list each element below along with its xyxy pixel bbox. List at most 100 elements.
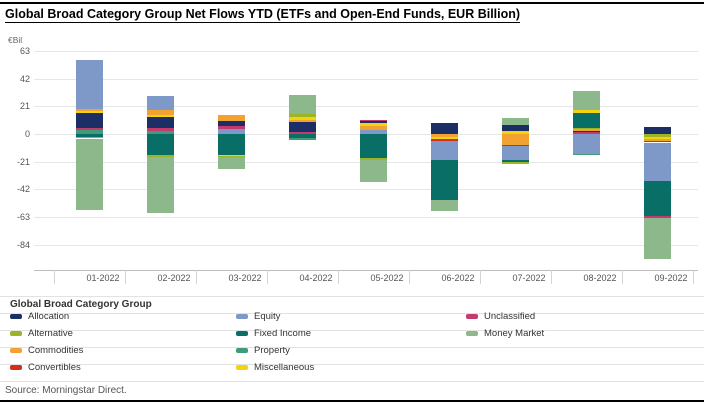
bar-segment-06-2022-fixed-income[interactable] — [430, 159, 458, 200]
bar-segment-07-2022-equity[interactable] — [501, 146, 529, 161]
bar-segment-02-2022-allocation[interactable] — [146, 117, 174, 129]
legend-item-fixed-income[interactable]: Fixed Income — [236, 325, 311, 342]
bar-segment-08-2022-unclassified[interactable] — [572, 132, 600, 134]
bar-segment-01-2022-commodities[interactable] — [75, 109, 103, 111]
bar-segment-04-2022-fixed-income[interactable] — [288, 134, 316, 138]
bar-segment-02-2022-unclassified[interactable] — [146, 128, 174, 131]
legend-swatch-icon — [10, 314, 22, 319]
bar-segment-07-2022-commodities[interactable] — [501, 134, 529, 145]
bar-segment-03-2022-fixed-income[interactable] — [217, 134, 245, 155]
legend-item-label: Convertibles — [28, 362, 81, 373]
bar-segment-06-2022-convertibles[interactable] — [430, 138, 458, 142]
legend-item-miscellaneous[interactable]: Miscellaneous — [236, 359, 314, 376]
bar-segment-04-2022-allocation[interactable] — [288, 122, 316, 132]
x-axis-line — [34, 270, 698, 271]
bar-segment-08-2022-miscellaneous[interactable] — [572, 109, 600, 114]
bar-segment-01-2022-property[interactable] — [75, 130, 103, 134]
bar-segment-02-2022-equity[interactable] — [146, 95, 174, 110]
legend-item-property[interactable]: Property — [236, 342, 290, 359]
bar-segment-02-2022-alternative[interactable] — [146, 155, 174, 157]
y-axis-unit-label: €Bil — [8, 35, 23, 45]
bar-segment-02-2022-commodities[interactable] — [146, 109, 174, 115]
legend-swatch-icon — [10, 365, 22, 370]
legend-item-commodities[interactable]: Commodities — [10, 342, 83, 359]
bar-segment-05-2022-unclassified[interactable] — [359, 119, 387, 121]
legend-item-convertibles[interactable]: Convertibles — [10, 359, 81, 376]
bar-segment-07-2022-miscellaneous[interactable] — [501, 130, 529, 134]
legend-item-equity[interactable]: Equity — [236, 308, 280, 325]
bar-segment-06-2022-equity[interactable] — [430, 141, 458, 160]
legend-item-allocation[interactable]: Allocation — [10, 308, 69, 325]
bar-segment-08-2022-money-market[interactable] — [572, 90, 600, 110]
bar-segment-04-2022-commodities[interactable] — [288, 120, 316, 123]
bar-segment-04-2022-alternative[interactable] — [288, 114, 316, 117]
bar-segment-02-2022-money-market[interactable] — [146, 156, 174, 213]
y-tick-label: 21 — [19, 101, 30, 112]
bar-segment-01-2022-fixed-income[interactable] — [75, 134, 103, 137]
legend-row-divider — [0, 381, 704, 382]
bar-segment-08-2022-allocation[interactable] — [572, 131, 600, 133]
bar-segment-09-2022-fixed-income[interactable] — [643, 181, 671, 217]
bar-segment-09-2022-miscellaneous[interactable] — [643, 136, 671, 139]
bar-segment-08-2022-equity[interactable] — [572, 134, 600, 155]
bar-segment-03-2022-miscellaneous[interactable] — [217, 154, 245, 156]
bar-segment-06-2022-commodities[interactable] — [430, 134, 458, 137]
y-tick-label: 0 — [24, 129, 30, 139]
bar-segment-03-2022-money-market[interactable] — [217, 156, 245, 169]
bar-segment-03-2022-commodities[interactable] — [217, 115, 245, 122]
bar-segment-02-2022-property[interactable] — [146, 130, 174, 134]
bar-segment-04-2022-money-market[interactable] — [288, 94, 316, 114]
source-note: Source: Morningstar Direct. — [5, 385, 127, 396]
bar-segment-05-2022-commodities[interactable] — [359, 126, 387, 130]
bar-segment-01-2022-alternative[interactable] — [75, 137, 103, 139]
bar-segment-01-2022-money-market[interactable] — [75, 138, 103, 211]
bar-segment-05-2022-fixed-income[interactable] — [359, 134, 387, 158]
gridline-y-21 — [34, 106, 698, 108]
bar-segment-05-2022-miscellaneous[interactable] — [359, 122, 387, 127]
bar-segment-03-2022-allocation[interactable] — [217, 121, 245, 127]
bar-segment-08-2022-commodities[interactable] — [572, 129, 600, 131]
bar-segment-09-2022-convertibles[interactable] — [643, 141, 671, 143]
bar-segment-03-2022-alternative[interactable] — [217, 155, 245, 157]
bar-segment-09-2022-allocation[interactable] — [643, 126, 671, 134]
bar-segment-08-2022-property[interactable] — [572, 154, 600, 156]
bar-segment-05-2022-equity[interactable] — [359, 129, 387, 134]
bar-segment-09-2022-equity[interactable] — [643, 142, 671, 182]
bar-segment-07-2022-alternative[interactable] — [501, 162, 529, 164]
bar-segment-02-2022-fixed-income[interactable] — [146, 134, 174, 156]
bar-segment-01-2022-unclassified[interactable] — [75, 128, 103, 130]
x-tick-label-08-2022: 08-2022 — [583, 273, 617, 283]
bar-segment-03-2022-equity[interactable] — [217, 129, 245, 134]
bar-segment-01-2022-miscellaneous[interactable] — [75, 111, 103, 113]
bar-segment-09-2022-unclassified[interactable] — [643, 216, 671, 218]
bar-segment-04-2022-unclassified[interactable] — [288, 131, 316, 134]
bar-segment-08-2022-fixed-income[interactable] — [572, 113, 600, 128]
bar-segment-05-2022-alternative[interactable] — [359, 157, 387, 160]
bar-segment-05-2022-allocation[interactable] — [359, 121, 387, 123]
bar-segment-01-2022-equity[interactable] — [75, 59, 103, 110]
bar-segment-09-2022-commodities[interactable] — [643, 138, 671, 142]
bar-segment-01-2022-allocation[interactable] — [75, 112, 103, 129]
bar-segment-06-2022-money-market[interactable] — [430, 199, 458, 211]
bar-segment-09-2022-alternative[interactable] — [643, 134, 671, 137]
bar-segment-03-2022-unclassified[interactable] — [217, 126, 245, 129]
legend-item-alternative[interactable]: Alternative — [10, 325, 73, 342]
bar-segment-04-2022-property[interactable] — [288, 137, 316, 141]
bar-segment-07-2022-allocation[interactable] — [501, 124, 529, 131]
bar-segment-07-2022-money-market[interactable] — [501, 117, 529, 125]
bar-segment-02-2022-miscellaneous[interactable] — [146, 114, 174, 118]
gridline-y--63 — [34, 217, 698, 218]
bar-segment-07-2022-fixed-income[interactable] — [501, 160, 529, 163]
bar-segment-05-2022-money-market[interactable] — [359, 159, 387, 182]
bar-segment-08-2022-alternative[interactable] — [572, 127, 600, 130]
legend-swatch-icon — [10, 331, 22, 336]
legend-item-money-market[interactable]: Money Market — [466, 325, 544, 342]
bar-segment-04-2022-miscellaneous[interactable] — [288, 116, 316, 121]
bar-segment-07-2022-convertibles[interactable] — [501, 144, 529, 146]
x-axis-tick — [408, 270, 410, 284]
bar-segment-09-2022-money-market[interactable] — [643, 218, 671, 259]
bar-segment-06-2022-allocation[interactable] — [430, 123, 458, 134]
legend-row-divider — [0, 296, 704, 297]
bar-segment-06-2022-miscellaneous[interactable] — [430, 136, 458, 139]
legend-item-unclassified[interactable]: Unclassified — [466, 308, 535, 325]
